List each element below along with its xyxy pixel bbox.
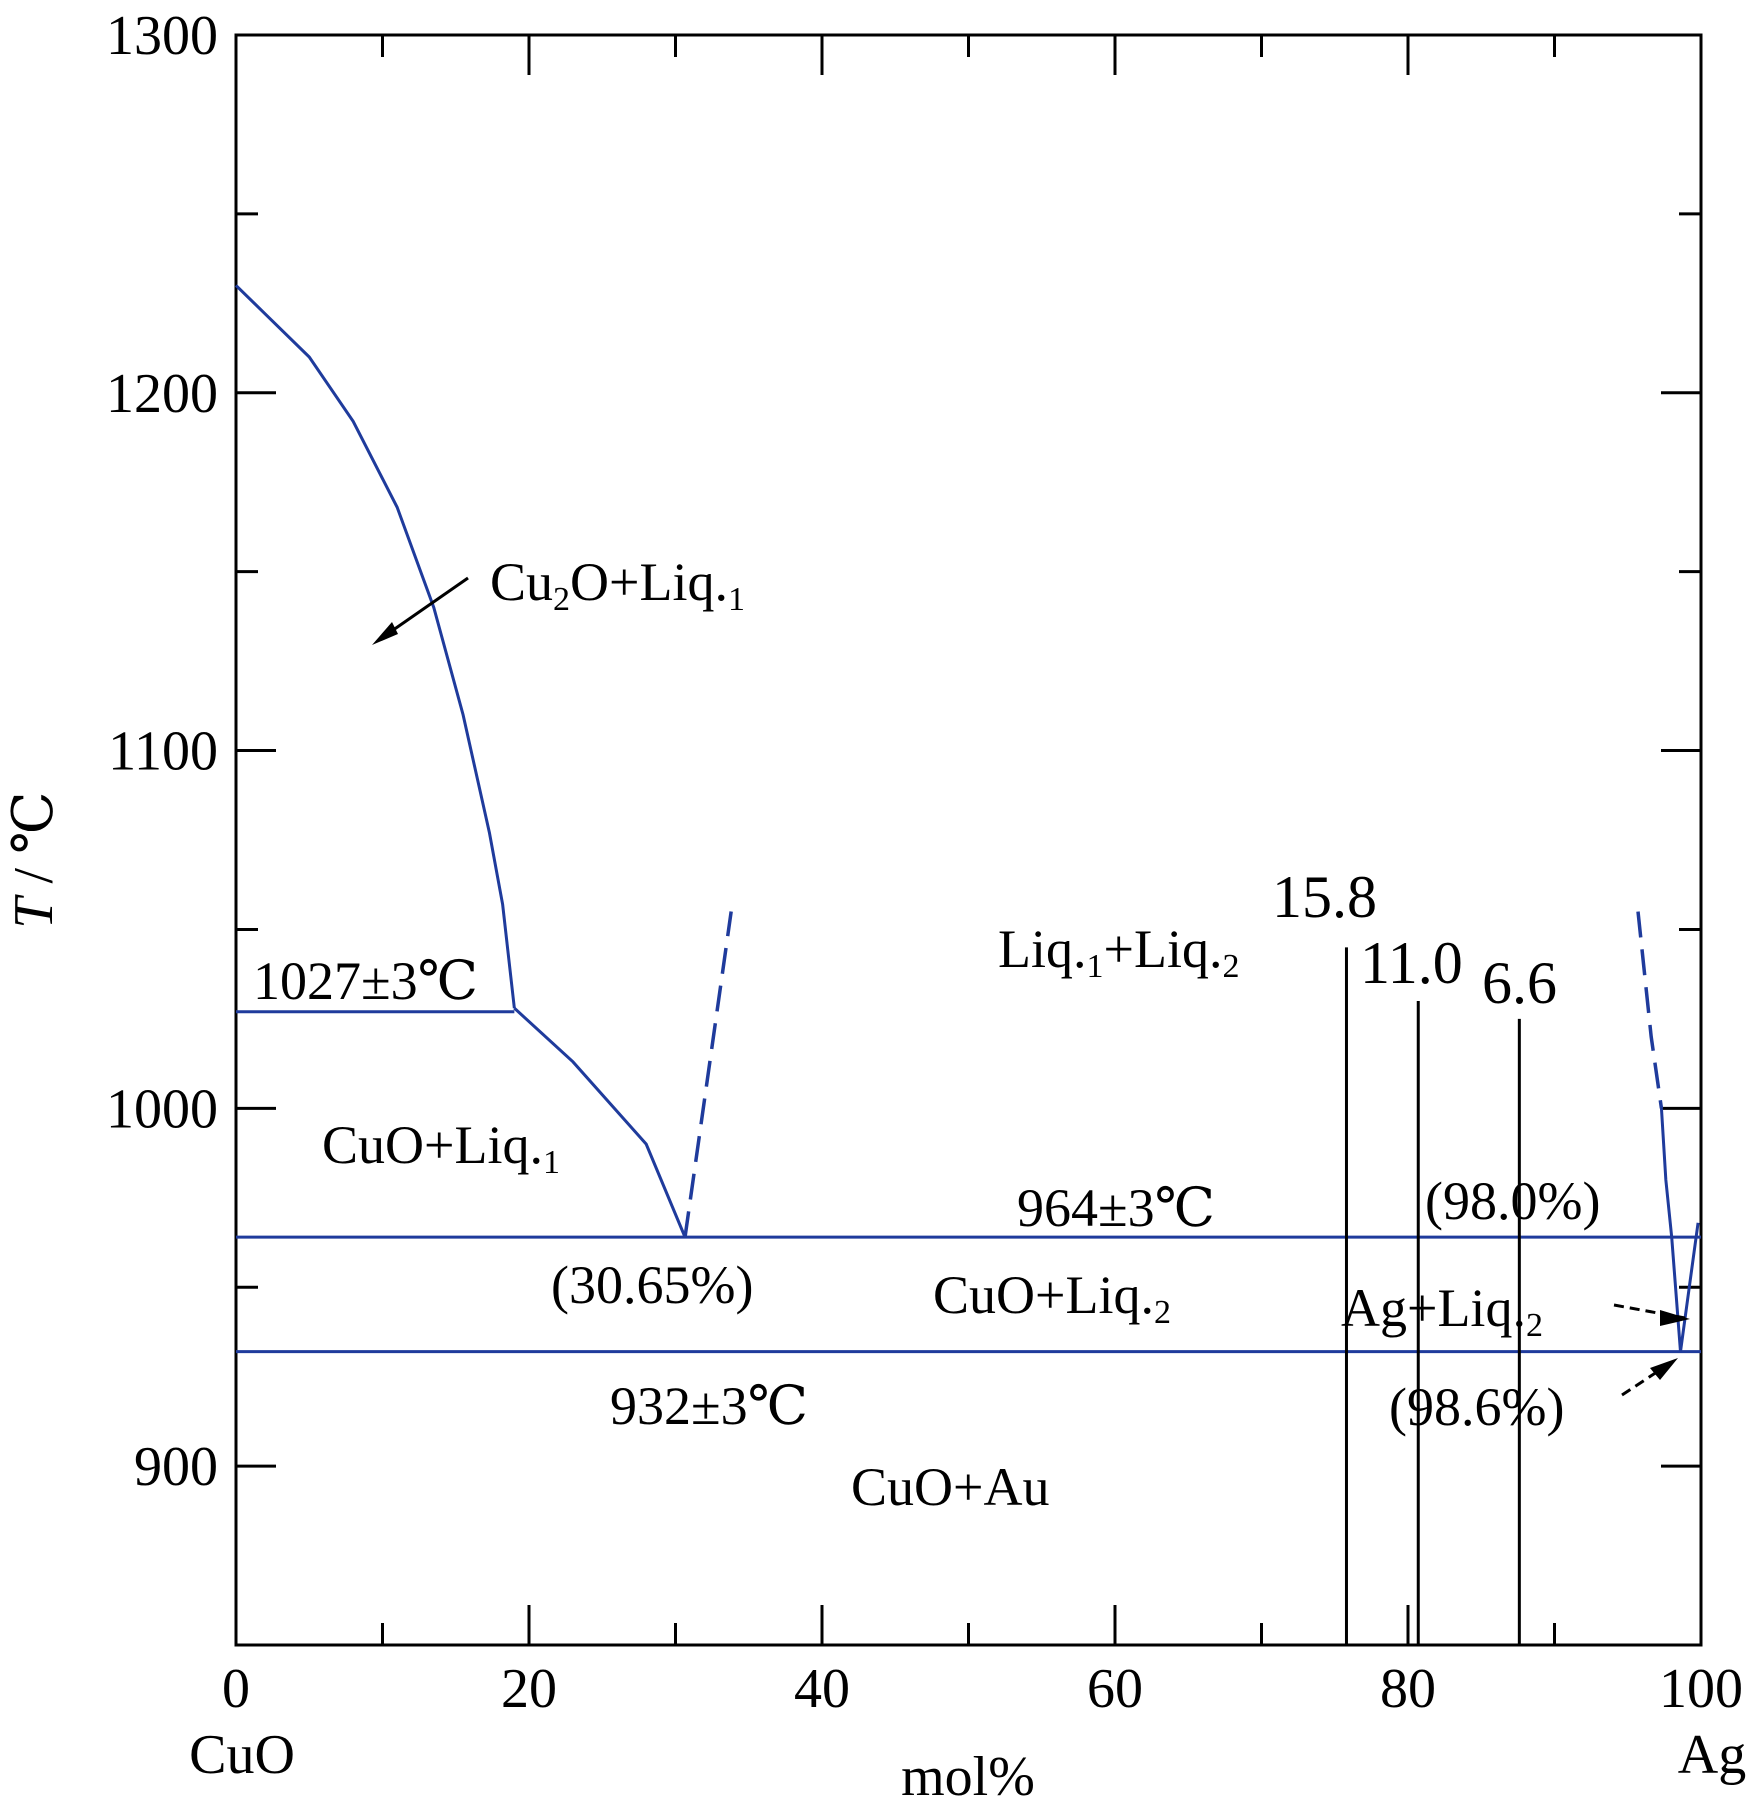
arrow-98-6 <box>1621 1358 1678 1397</box>
x-tick-label: 20 <box>501 1658 557 1720</box>
x-tick-label: 40 <box>794 1658 850 1720</box>
region-label-cuo-liq1: CuO+Liq.1 <box>322 1115 560 1181</box>
left-component-label: CuO <box>189 1724 295 1786</box>
region-label-cuo-liq2: CuO+Liq.2 <box>933 1265 1171 1331</box>
y-tick-label: 1100 <box>108 721 218 783</box>
ag-side-composition-98-6: (98.6%) <box>1389 1377 1564 1437</box>
liquidus-cuo-branch <box>513 1007 687 1238</box>
x-tick-label: 0 <box>222 1658 250 1720</box>
y-tick-labels: 900 1000 1100 1200 1300 <box>106 5 218 1498</box>
isotherm-label-964: 964±3℃ <box>1017 1178 1215 1238</box>
liquidus-curves <box>234 284 1700 1352</box>
liquidus-ag-dashed <box>1636 911 1664 1109</box>
x-tick-label: 80 <box>1380 1658 1436 1720</box>
region-label-cuo-au: CuO+Au <box>851 1457 1049 1517</box>
y-tick-label: 1200 <box>106 363 218 425</box>
x-tick-labels: 0 20 40 60 80 100 <box>222 1658 1743 1720</box>
x-axis-title: mol% <box>901 1746 1035 1805</box>
region-label-liq1-liq2: Liq.1+Liq.2 <box>998 919 1239 985</box>
y-tick-label: 1000 <box>106 1078 218 1140</box>
eutectic-composition-label: (30.65%) <box>551 1255 753 1315</box>
composition-lines <box>1344 947 1521 1645</box>
liquidus-cu2o-branch <box>234 284 516 1009</box>
region-label-ag-liq2: Ag+Liq.2 <box>1341 1278 1543 1344</box>
region-label-cu2o-liq1: Cu2O+Liq.1 <box>490 552 745 618</box>
liquidus-miscibility-rise <box>683 911 733 1238</box>
arrow-cu2o-liq <box>372 576 469 645</box>
liquidus-ag-branch <box>1659 1108 1700 1352</box>
ag-side-composition-98-0: (98.0%) <box>1425 1171 1600 1231</box>
composition-label-15-8: 15.8 <box>1272 864 1377 930</box>
isotherm-label-1027: 1027±3℃ <box>253 951 478 1011</box>
plot-frame <box>234 33 1703 1647</box>
y-tick-label: 1300 <box>106 5 218 67</box>
composition-label-11-0: 11.0 <box>1360 930 1463 996</box>
arrow-ag-liq <box>1613 1303 1690 1326</box>
isotherm-label-932: 932±3℃ <box>610 1376 808 1436</box>
x-tick-label: 60 <box>1087 1658 1143 1720</box>
x-tick-label: 100 <box>1659 1658 1743 1720</box>
y-axis-title: T / ℃ <box>3 791 65 928</box>
y-tick-label: 900 <box>134 1436 218 1498</box>
isotherm-lines <box>236 1010 1701 1354</box>
composition-label-6-6: 6.6 <box>1482 950 1557 1016</box>
right-component-label: Ag <box>1678 1724 1746 1786</box>
